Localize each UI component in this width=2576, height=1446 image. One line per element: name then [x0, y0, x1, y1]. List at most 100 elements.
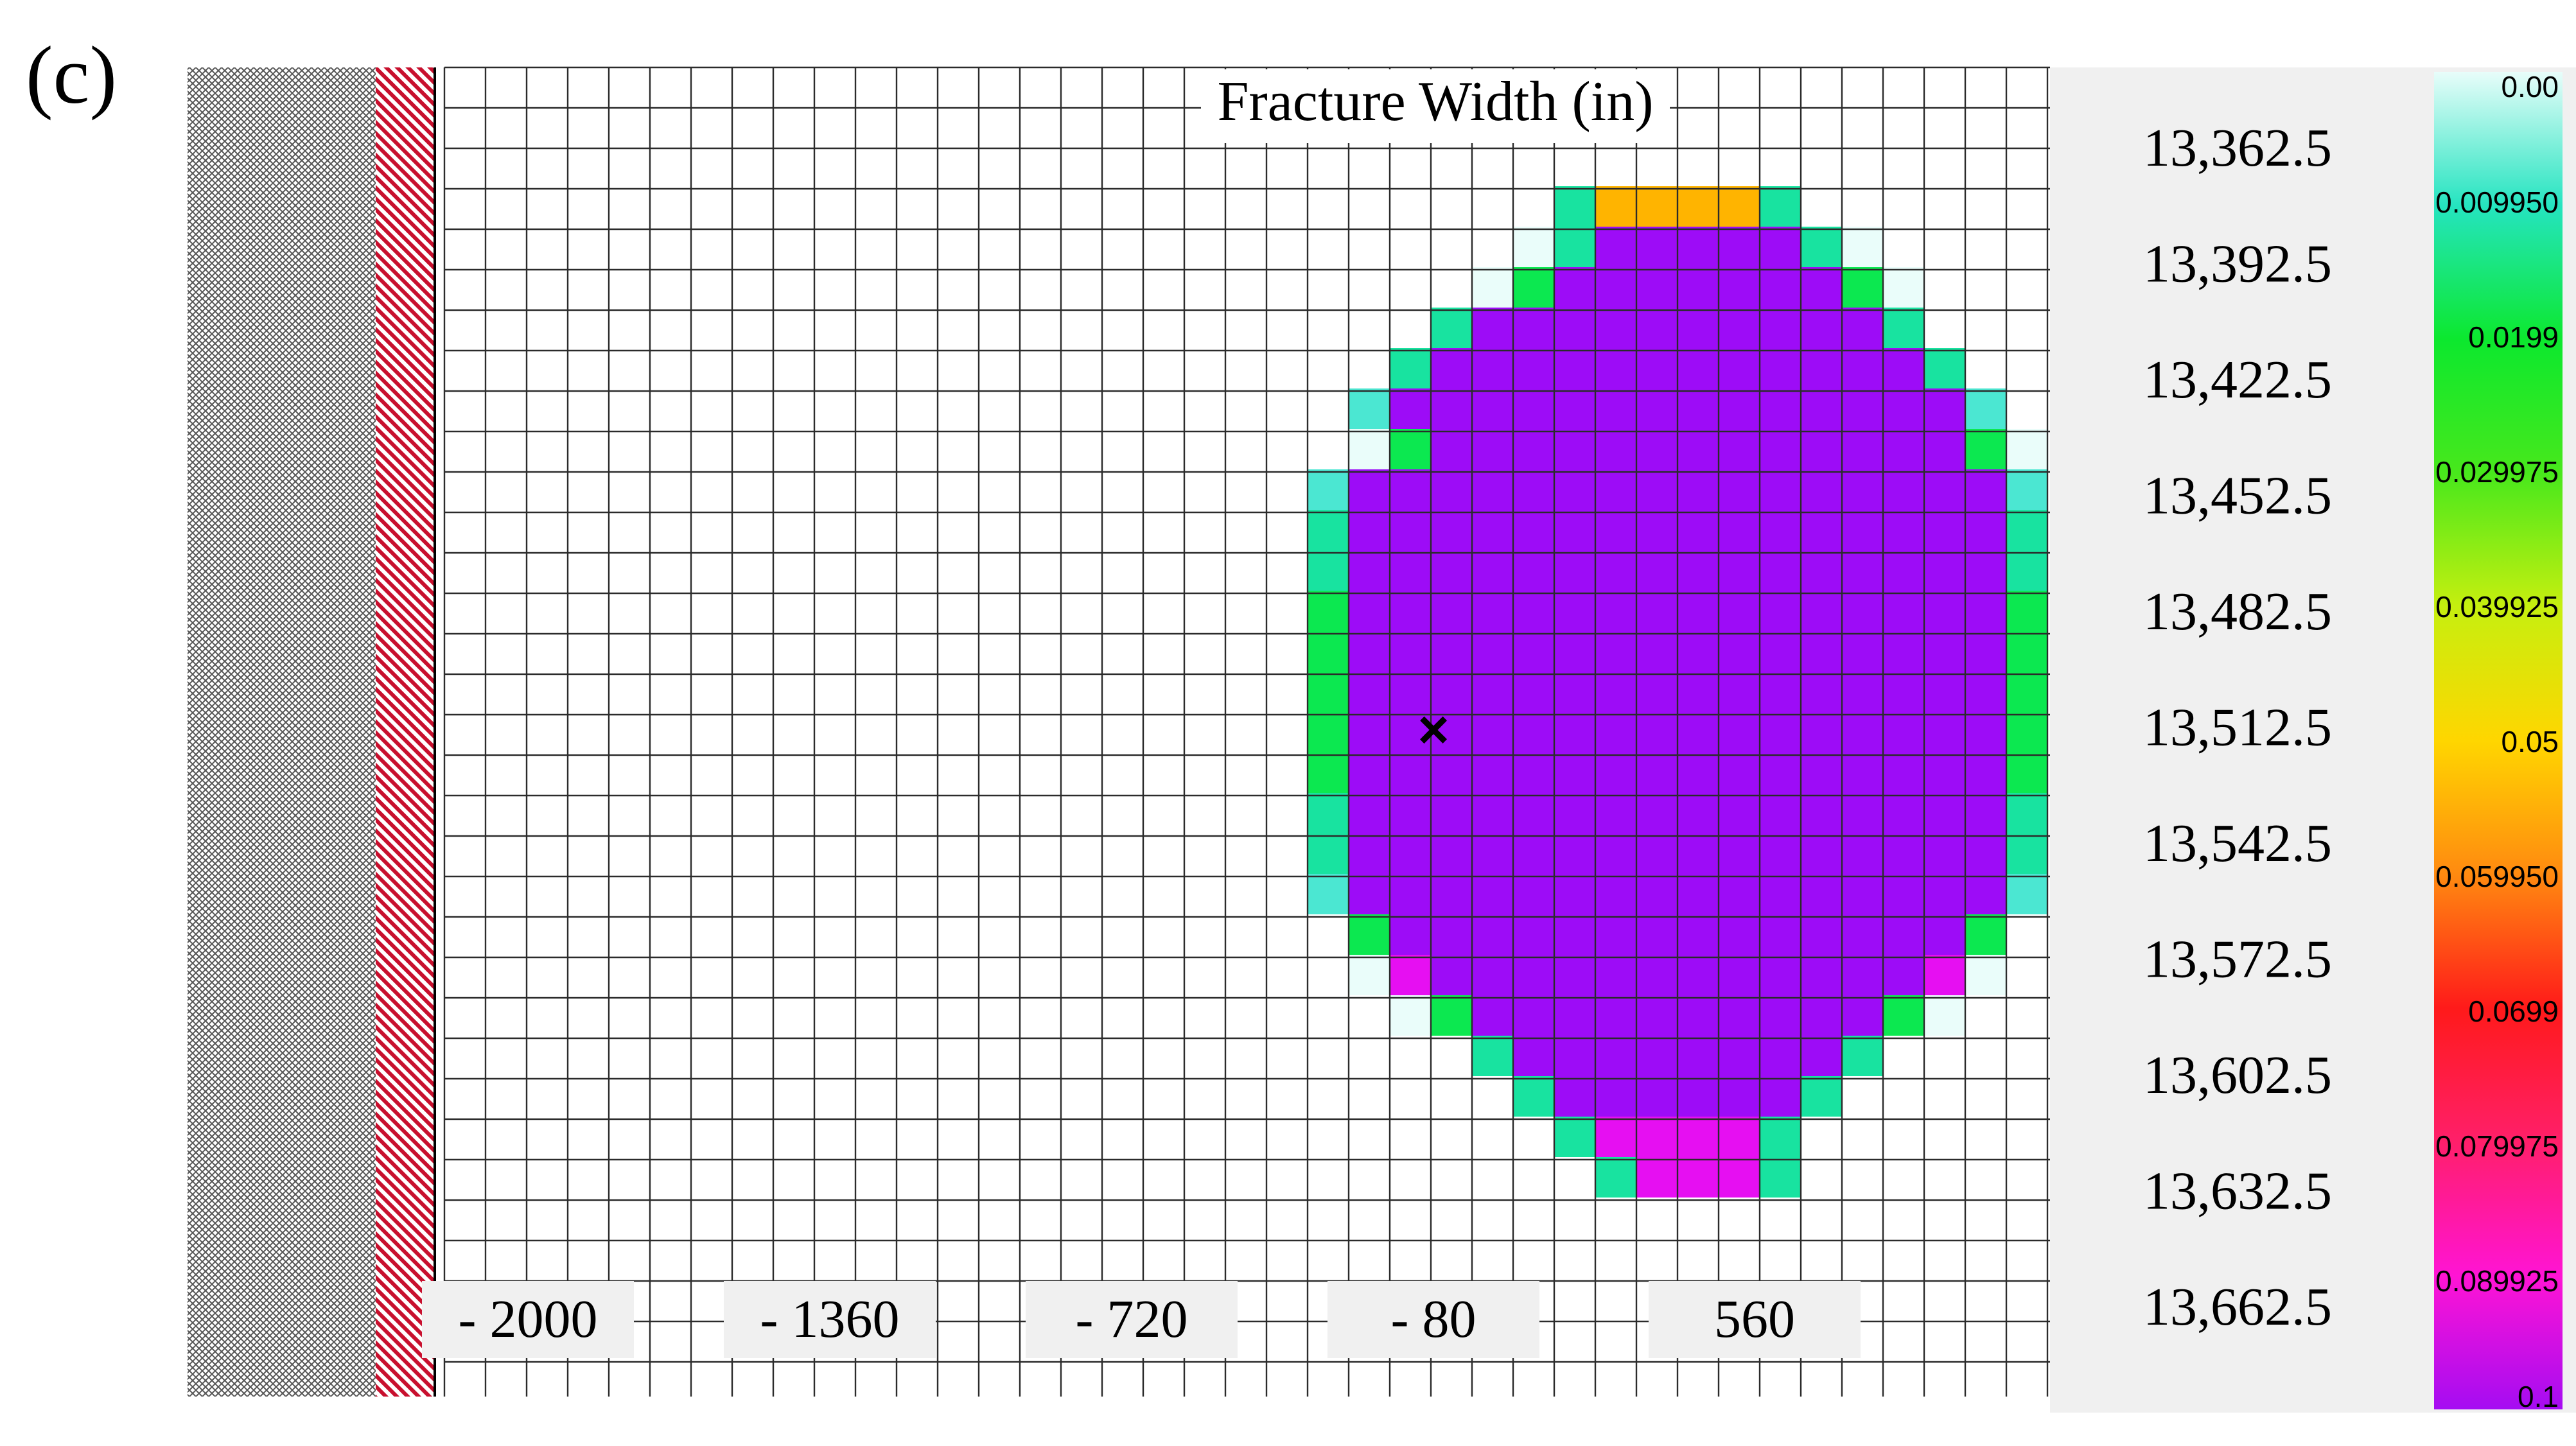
fracture-cell: [1760, 1157, 1801, 1198]
fracture-cell: [1472, 591, 1513, 631]
fracture-cell: [1472, 510, 1513, 550]
fracture-cell: [1595, 227, 1636, 267]
x-tick-label: - 720: [1076, 1289, 1188, 1349]
fracture-cell: [1842, 510, 1883, 550]
fracture-cell: [1842, 308, 1883, 348]
fracture-cell: [1390, 631, 1431, 672]
colorbar-tick-labels: 0.00 0.009950 0.0199 0.029975 0.039925 0.05 0.…: [2435, 70, 2559, 1413]
fracture-cell: [1595, 793, 1636, 833]
fracture-cell: [1678, 429, 1719, 469]
fracture-cell: [2006, 510, 2047, 550]
fracture-cell: [1390, 793, 1431, 833]
fracture-cell: [1349, 712, 1390, 753]
fracture-cell: [1554, 955, 1595, 995]
fracture-cell: [1965, 955, 2006, 995]
x-tick-label-background: [422, 1281, 634, 1358]
fracture-cell: [1760, 1076, 1801, 1117]
fracture-cell: [1308, 793, 1349, 833]
fracture-cell: [1719, 833, 1760, 874]
fracture-cell: [1472, 914, 1513, 955]
fracture-cell: [1924, 550, 1965, 591]
fracture-cell: [1554, 267, 1595, 308]
fracture-cell: [1595, 186, 1636, 227]
fracture-cell: [1678, 995, 1719, 1036]
fracture-cell: [1513, 591, 1554, 631]
fracture-cell: [1349, 793, 1390, 833]
fracture-cell: [1719, 793, 1760, 833]
fracture-cell: [1883, 833, 1924, 874]
fracture-cell: [1678, 308, 1719, 348]
fracture-cell: [1554, 833, 1595, 874]
fracture-cell: [1390, 510, 1431, 550]
fracture-cell: [1595, 955, 1636, 995]
fracture-cell: [1924, 591, 1965, 631]
fracture-cell: [1636, 914, 1678, 955]
fracture-cell: [1719, 1117, 1760, 1157]
fracture-cell: [1801, 833, 1842, 874]
fracture-cell: [1554, 1076, 1595, 1117]
colorbar-tick-label: 0.1: [2518, 1380, 2559, 1413]
injection-point: ×: [1417, 699, 1449, 760]
fracture-cell: [1842, 550, 1883, 591]
fracture-cell: [1842, 995, 1883, 1036]
fracture-cell: [1965, 793, 2006, 833]
fracture-cell: [1554, 550, 1595, 591]
fracture-cell: [1719, 591, 1760, 631]
colorbar-tick-label: 0.0699: [2468, 995, 2559, 1028]
fracture-cell: [1678, 874, 1719, 914]
fracture-cell: [1924, 753, 1965, 793]
fracture-cell: [1760, 1036, 1801, 1076]
fracture-cell: [1801, 429, 1842, 469]
fracture-cell: [1390, 955, 1431, 995]
x-tick-label: 560: [1714, 1289, 1795, 1349]
fracture-cell: [1678, 833, 1719, 874]
fracture-cell: [1636, 874, 1678, 914]
fracture-cell: [2006, 550, 2047, 591]
y-tick-label: 13,482.5: [2143, 582, 2332, 641]
fracture-cell: [1965, 388, 2006, 429]
fracture-cell: [1965, 631, 2006, 672]
fracture-cell: [1760, 267, 1801, 308]
fracture-cell: [1595, 388, 1636, 429]
fracture-cell: [1308, 510, 1349, 550]
fracture-cell: [1842, 429, 1883, 469]
fracture-cell: [1636, 712, 1678, 753]
fracture-cell: [1719, 914, 1760, 955]
fracture-cell: [1842, 1036, 1883, 1076]
fracture-cell: [1719, 550, 1760, 591]
fracture-cell: [1636, 631, 1678, 672]
colorbar-tick-label: 0.00: [2501, 70, 2559, 103]
x-tick-label: - 2000: [459, 1289, 598, 1349]
panel-label: (c): [26, 30, 117, 121]
fracture-cell: [1595, 874, 1636, 914]
fracture-cell: [1636, 672, 1678, 712]
fracture-cell: [2006, 429, 2047, 469]
fracture-cell: [1719, 388, 1760, 429]
fracture-cell: [1513, 469, 1554, 510]
y-tick-label: 13,662.5: [2143, 1277, 2332, 1337]
fracture-cell: [1883, 348, 1924, 388]
grid-lines: [443, 66, 2050, 1397]
fracture-cell: [1595, 995, 1636, 1036]
fracture-cell: [1349, 469, 1390, 510]
colorbar-tick-label: 0.089925: [2435, 1264, 2559, 1298]
fracture-cell: [1719, 186, 1760, 227]
fracture-cell: [1719, 348, 1760, 388]
fracture-cell: [1513, 955, 1554, 995]
fracture-cell: [1472, 469, 1513, 510]
fracture-cell: [1513, 550, 1554, 591]
fracture-cell: [1513, 1036, 1554, 1076]
fracture-cell: [1636, 955, 1678, 995]
fracture-cell: [1678, 914, 1719, 955]
fracture-cell: [1842, 348, 1883, 388]
fracture-cell: [1801, 388, 1842, 429]
y-tick-labels: 13,362.5 13,392.5 13,422.5 13,452.5 13,482.5…: [2143, 118, 2332, 1337]
fracture-cell: [1678, 955, 1719, 995]
fracture-cell: [1636, 753, 1678, 793]
fracture-cell: [1554, 348, 1595, 388]
fracture-cell: [1760, 914, 1801, 955]
fracture-cell: [1719, 955, 1760, 995]
fracture-cell: [1390, 388, 1431, 429]
y-label-panel: [2050, 67, 2434, 1413]
colorbar-tick-label: 0.009950: [2435, 186, 2559, 219]
